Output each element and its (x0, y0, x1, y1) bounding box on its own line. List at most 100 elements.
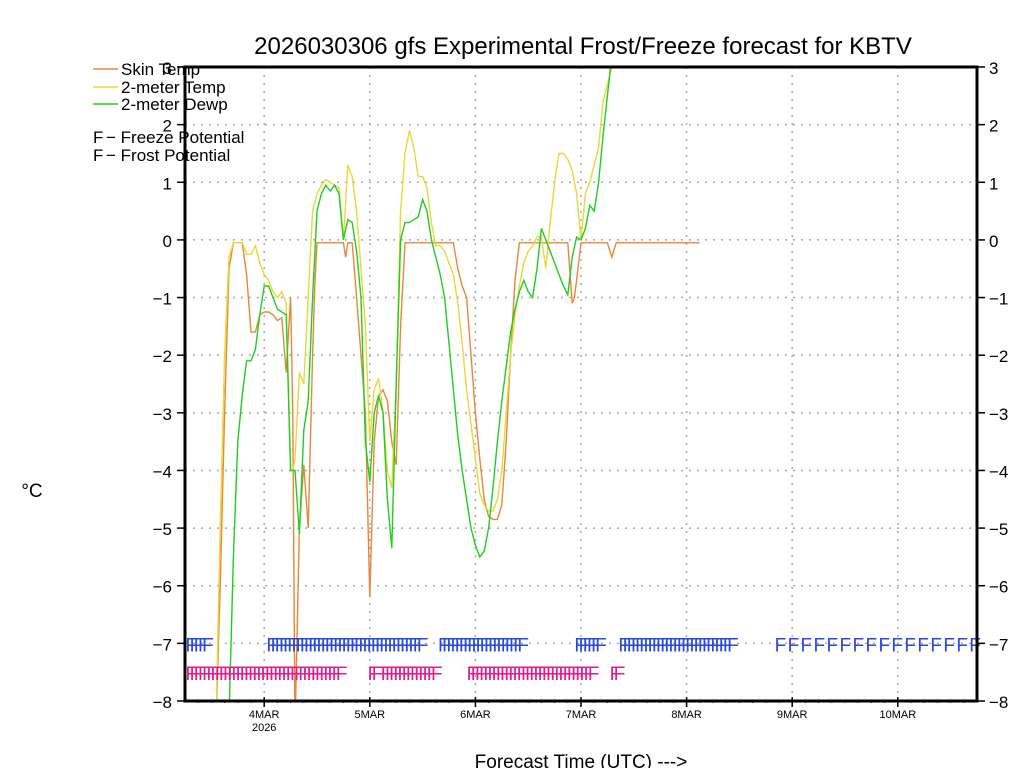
flag-freeze-potential: F (286, 664, 298, 685)
flag-freeze-potential: F (398, 664, 410, 685)
flag-frost-potential: F (852, 635, 864, 656)
flag-frost-potential: F (350, 635, 362, 656)
flag-frost-potential: F (417, 635, 429, 656)
flag-frost-potential: F (501, 635, 513, 656)
flag-freeze-potential: F (211, 664, 223, 685)
flag-freeze-potential: F (423, 664, 435, 685)
flag-freeze-potential: F (202, 664, 214, 685)
flag-frost-potential: F (300, 635, 312, 656)
flag-freeze-potential: F (563, 664, 575, 685)
flag-frost-potential: F (878, 635, 890, 656)
flag-freeze-potential: F (529, 664, 541, 685)
flag-freeze-potential: F (525, 664, 537, 685)
flag-freeze-potential: F (372, 664, 384, 685)
y-tick-label: 1 (163, 174, 172, 193)
flag-freeze-potential: F (488, 664, 500, 685)
flag-frost-potential: F (329, 635, 341, 656)
flag-frost-potential: F (694, 635, 706, 656)
flag-freeze-potential: F (538, 664, 550, 685)
flag-frost-potential: F (363, 635, 375, 656)
x-tick-label: 4MAR (249, 709, 280, 721)
y-tick-label: −3 (153, 405, 172, 424)
flag-frost-potential: F (379, 635, 391, 656)
flag-frost-potential: F (312, 635, 324, 656)
flag-freeze-potential: F (550, 664, 562, 685)
flag-frost-potential: F (266, 635, 278, 656)
flag-freeze-potential: F (418, 664, 430, 685)
y-tick-label: 2 (163, 117, 172, 136)
flag-freeze-potential: F (219, 664, 231, 685)
flag-frost-potential: F (283, 635, 295, 656)
flag-frost-potential: F (801, 635, 813, 656)
legend-flag-marker: F (93, 128, 103, 147)
flag-frost-potential: F (574, 635, 586, 656)
flag-freeze-potential: F (571, 664, 583, 685)
flag-frost-potential: F (706, 635, 718, 656)
x-tick-label: 8MAR (671, 709, 702, 721)
flag-frost-potential: F (321, 635, 333, 656)
flag-frost-potential: F (342, 635, 354, 656)
legend-label: − Frost Potential (106, 146, 230, 165)
chart-title: 2026030306 gfs Experimental Frost/Freeze… (254, 33, 912, 60)
flag-frost-potential: F (591, 635, 603, 656)
flag-frost-potential: F (279, 635, 291, 656)
legend-flag-marker: F (93, 146, 103, 165)
flag-frost-potential: F (497, 635, 509, 656)
flag-frost-potential: F (865, 635, 877, 656)
flag-frost-potential: F (517, 635, 529, 656)
flag-frost-potential: F (438, 635, 450, 656)
y-tick-label: −1 (989, 290, 1008, 309)
flag-frost-potential: F (396, 635, 408, 656)
flag-frost-potential: F (669, 635, 681, 656)
flag-frost-potential: F (827, 635, 839, 656)
flag-freeze-potential: F (381, 664, 393, 685)
flag-frost-potential: F (484, 635, 496, 656)
flag-freeze-potential: F (332, 664, 344, 685)
flag-freeze-potential: F (298, 664, 310, 685)
flag-frost-potential: F (471, 635, 483, 656)
flag-frost-potential: F (943, 635, 955, 656)
flag-freeze-potential: F (282, 664, 294, 685)
flag-frost-potential: F (198, 635, 210, 656)
flag-freeze-potential: F (483, 664, 495, 685)
series-line-2-meter-temp (215, 67, 613, 701)
flag-frost-potential: F (455, 635, 467, 656)
y-tick-label: 2 (989, 117, 998, 136)
y-tick-label: −4 (989, 462, 1008, 481)
flag-frost-potential: F (383, 635, 395, 656)
series-line-skin-temp (215, 242, 700, 701)
y-tick-label: −8 (153, 693, 172, 712)
flag-freeze-potential: F (231, 664, 243, 685)
y-tick-label: −7 (153, 635, 172, 654)
flag-freeze-potential: F (402, 664, 414, 685)
flag-frost-potential: F (271, 635, 283, 656)
flag-frost-potential: F (631, 635, 643, 656)
flag-freeze-potential: F (492, 664, 504, 685)
legend-label: 2-meter Dewp (121, 95, 228, 114)
flag-freeze-potential: F (190, 664, 202, 685)
flag-frost-potential: F (689, 635, 701, 656)
flag-freeze-potential: F (206, 664, 218, 685)
flag-frost-potential: F (413, 635, 425, 656)
flag-freeze-potential: F (273, 664, 285, 685)
flag-frost-potential: F (635, 635, 647, 656)
flag-frost-potential: F (715, 635, 727, 656)
flag-freeze-potential: F (277, 664, 289, 685)
flag-frost-potential: F (681, 635, 693, 656)
flag-frost-potential: F (656, 635, 668, 656)
flag-frost-potential: F (194, 635, 206, 656)
flag-frost-potential: F (788, 635, 800, 656)
flag-freeze-potential: F (223, 664, 235, 685)
flag-freeze-potential: F (533, 664, 545, 685)
y-tick-label: 1 (989, 174, 998, 193)
flag-freeze-potential: F (385, 664, 397, 685)
flag-frost-potential: F (400, 635, 412, 656)
flag-freeze-potential: F (513, 664, 525, 685)
flag-freeze-potential: F (269, 664, 281, 685)
flag-freeze-potential: F (227, 664, 239, 685)
flag-frost-potential: F (304, 635, 316, 656)
flag-frost-potential: F (296, 635, 308, 656)
